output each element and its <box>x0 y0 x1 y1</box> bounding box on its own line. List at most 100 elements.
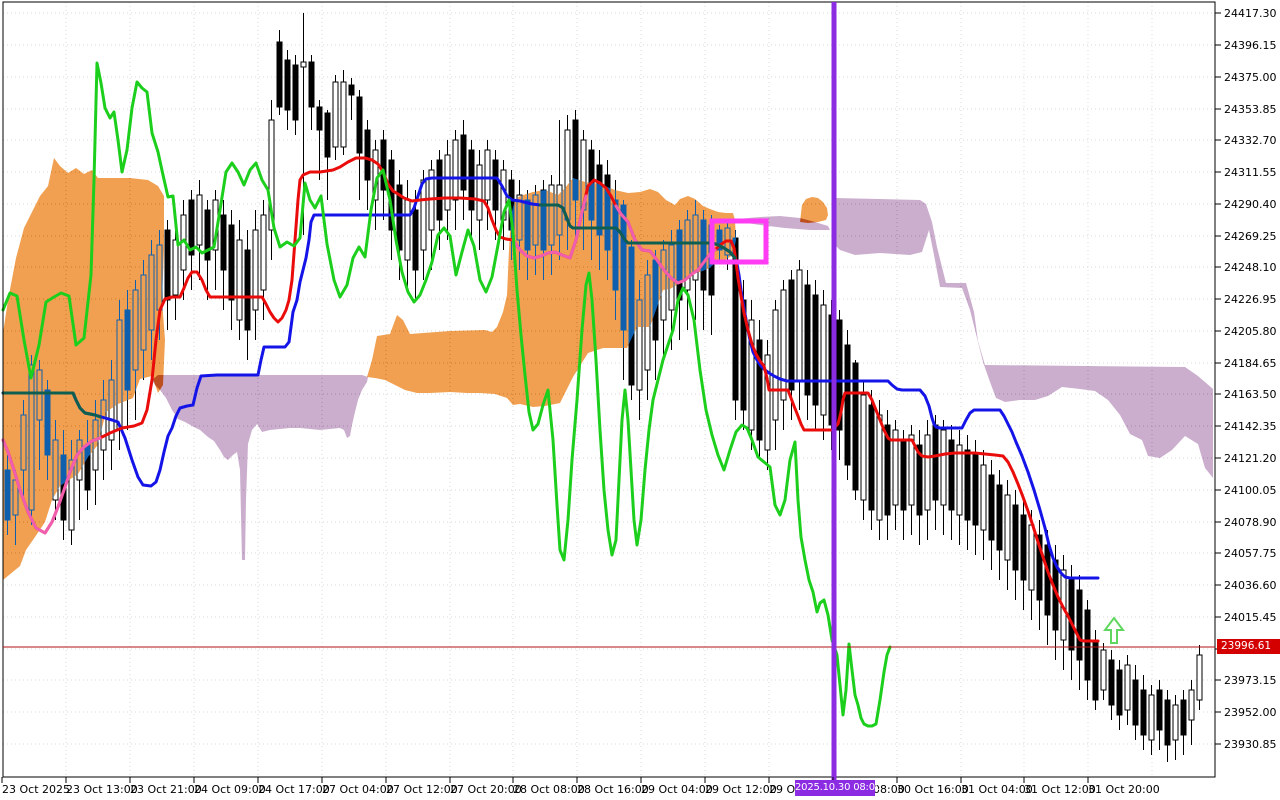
candle <box>892 420 899 530</box>
price-tick-label: 24163.50 <box>1224 388 1277 401</box>
price-tick-label: 24417.30 <box>1224 7 1277 20</box>
candle <box>316 100 323 180</box>
time-tick-label: 27 Oct 04:00 <box>322 783 394 796</box>
candle <box>308 55 315 130</box>
buy-arrow-icon[interactable] <box>1103 616 1125 644</box>
price-tick-label: 24226.95 <box>1224 293 1277 306</box>
candle <box>324 110 331 200</box>
candle <box>756 320 763 460</box>
candle <box>1084 600 1091 700</box>
candle <box>236 220 243 340</box>
candle <box>1148 685 1155 755</box>
price-tick-label: 24269.25 <box>1224 230 1277 243</box>
time-tick-label: 29 Oct 04:00 <box>641 783 713 796</box>
candle <box>276 30 283 115</box>
candle <box>764 340 771 470</box>
orange-left-cloud <box>3 158 165 580</box>
candle <box>940 420 947 535</box>
candle <box>860 380 867 520</box>
time-tick-label: 27 Oct 12:00 <box>386 783 458 796</box>
candle <box>988 460 995 570</box>
time-tick-label: 23 Oct 2025 <box>2 783 70 796</box>
price-tick-label: 24036.60 <box>1224 579 1277 592</box>
orange-mid-cloud <box>367 178 736 407</box>
candle <box>908 425 915 535</box>
ichimoku-cloud-layer <box>3 158 1213 580</box>
candle <box>980 450 987 560</box>
price-tick-label: 24205.80 <box>1224 325 1277 338</box>
time-tick-label: 23 Oct 13:00 <box>66 783 138 796</box>
candle <box>956 430 963 545</box>
current-price-badge: 23996.61 <box>1217 639 1280 654</box>
candle <box>820 290 827 440</box>
candle <box>852 360 859 500</box>
candle <box>412 190 419 300</box>
orange-right-blob-cloud <box>800 197 828 223</box>
time-tick-label: 31 Oct 20:00 <box>1088 783 1160 796</box>
candle <box>356 90 363 200</box>
candle <box>348 78 355 120</box>
price-tick-label: 24248.10 <box>1224 261 1277 274</box>
candle <box>268 100 275 260</box>
candle <box>484 140 491 230</box>
candle <box>812 280 819 430</box>
candle <box>996 470 1003 580</box>
candle <box>1100 643 1107 700</box>
candle <box>788 270 795 420</box>
candle <box>916 430 923 545</box>
candle <box>284 50 291 130</box>
tenkan-in-cloud-pink-left <box>1 436 102 535</box>
candle <box>1076 575 1083 690</box>
time-tick-label: 30 Oct 16:00 <box>897 783 969 796</box>
indicator-lines-layer <box>1 61 1100 728</box>
candle <box>444 140 451 240</box>
lavender-left-cloud <box>152 375 368 560</box>
price-tick-label: 24142.35 <box>1224 420 1277 433</box>
price-tick-label: 24184.65 <box>1224 357 1277 370</box>
kijun-in-cloud-teal-mid <box>538 203 737 260</box>
candle <box>1036 520 1043 630</box>
price-tick-label: 24015.45 <box>1224 611 1277 624</box>
candle <box>748 300 755 450</box>
candle <box>884 410 891 540</box>
candle <box>1004 480 1011 590</box>
candle <box>1012 490 1019 600</box>
candle <box>460 120 467 220</box>
candle <box>1164 690 1171 762</box>
candle <box>1180 690 1187 755</box>
price-tick-label: 24057.75 <box>1224 547 1277 560</box>
kijun-in-cloud-teal-left <box>1 391 102 419</box>
candle <box>244 230 251 360</box>
candle <box>868 390 875 530</box>
price-tick-label: 24290.40 <box>1224 198 1277 211</box>
time-tick-label: 24 Oct 17:00 <box>258 783 330 796</box>
candle <box>836 310 843 460</box>
candle <box>1020 500 1027 610</box>
price-tick-label: 23952.00 <box>1224 706 1277 719</box>
candle <box>228 210 235 330</box>
time-tick-label: 23 Oct 21:00 <box>130 783 202 796</box>
candle <box>1116 660 1123 730</box>
highlight-box[interactable] <box>709 218 769 265</box>
time-tick-label: 31 Oct 04:00 <box>961 783 1033 796</box>
candle <box>252 210 259 340</box>
time-tick-label: 29 Oct 12:00 <box>705 783 777 796</box>
price-tick-label: 23973.15 <box>1224 674 1277 687</box>
candle <box>468 140 475 240</box>
time-tick-label: 28 Oct 16:00 <box>577 783 649 796</box>
price-tick-label: 24311.55 <box>1224 166 1277 179</box>
candle <box>780 280 787 430</box>
candle <box>196 180 203 280</box>
candle <box>1108 650 1115 720</box>
candle <box>1172 695 1179 760</box>
candle <box>1132 665 1139 740</box>
candle <box>1188 680 1195 745</box>
time-tick-label: 31 Oct 12:00 <box>1024 783 1096 796</box>
candle <box>924 420 931 540</box>
candle <box>164 220 171 330</box>
price-tick-label: 23930.85 <box>1224 738 1277 751</box>
candle <box>972 440 979 555</box>
price-tick-label: 24078.90 <box>1224 516 1277 529</box>
